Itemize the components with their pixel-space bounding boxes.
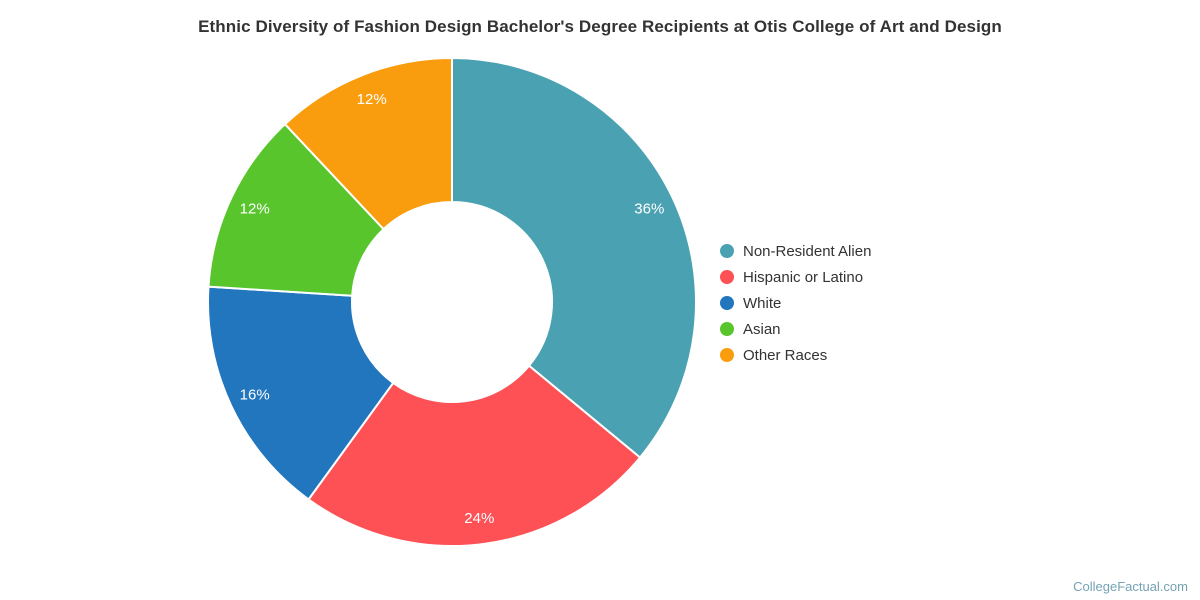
legend-marker-icon — [720, 348, 734, 362]
legend: Non-Resident Alien Hispanic or Latino Whit… — [720, 238, 871, 368]
legend-item-hispanic-or-latino[interactable]: Hispanic or Latino — [720, 264, 871, 290]
pie-slice-other-races[interactable] — [283, 57, 453, 231]
pie-slice-asian[interactable] — [207, 123, 385, 297]
legend-label: Asian — [743, 320, 781, 338]
slice-value-label-white: 16% — [240, 386, 270, 403]
legend-item-white[interactable]: White — [720, 290, 871, 316]
slice-value-label-other-races: 12% — [357, 91, 387, 108]
legend-item-asian[interactable]: Asian — [720, 316, 871, 342]
donut-chart: 36% 24% 16% 12% 12% — [207, 57, 697, 547]
chart-title: Ethnic Diversity of Fashion Design Bache… — [198, 17, 1002, 36]
legend-label: Hispanic or Latino — [743, 268, 864, 286]
slice-value-label-asian: 12% — [240, 201, 270, 218]
legend-label: White — [743, 294, 782, 312]
slice-value-label-hispanic-or-latino: 24% — [464, 510, 494, 527]
slice-value-label-non-resident-alien: 36% — [634, 201, 664, 218]
pie-slice-white[interactable] — [207, 285, 395, 501]
pie-slice-hispanic-or-latino[interactable] — [307, 364, 642, 547]
pie-slice-non-resident-alien[interactable] — [451, 57, 697, 459]
legend-marker-icon — [720, 322, 734, 336]
legend-label: Non-Resident Alien — [743, 242, 872, 260]
legend-marker-icon — [720, 270, 734, 284]
legend-marker-icon — [720, 296, 734, 310]
legend-marker-icon — [720, 244, 734, 258]
legend-item-other-races[interactable]: Other Races — [720, 342, 871, 368]
legend-label: Other Races — [743, 346, 828, 364]
watermark-link[interactable]: CollegeFactual.com — [1073, 579, 1188, 594]
legend-item-non-resident-alien[interactable]: Non-Resident Alien — [720, 238, 871, 264]
